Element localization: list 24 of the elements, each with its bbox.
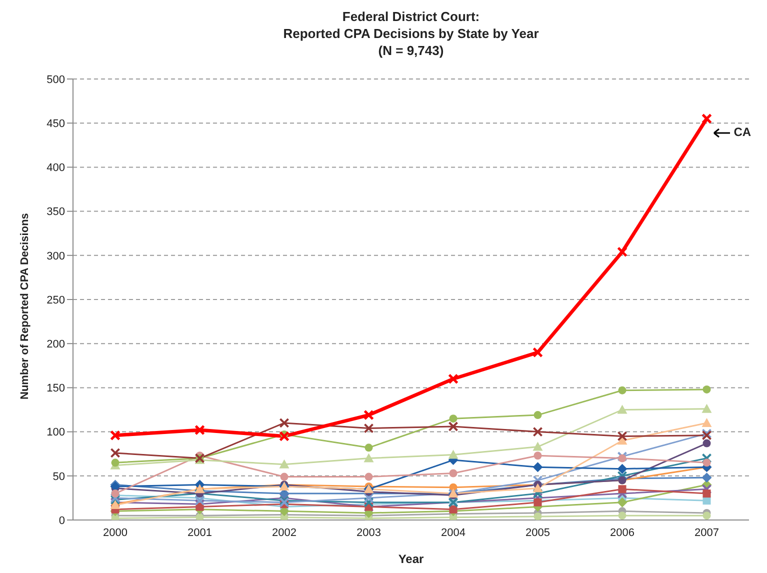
x-tick-label: 2007	[694, 526, 719, 539]
x-tick-label: 2000	[103, 526, 128, 539]
y-tick-label: 350	[46, 206, 65, 218]
y-tick-label: 100	[46, 426, 65, 439]
y-axis-title: Number of Reported CPA Decisions	[18, 213, 31, 400]
y-tick-label: 450	[46, 118, 65, 130]
chart-subtitle: (N = 9,743)	[377, 42, 445, 59]
x-tick-label: 2002	[272, 526, 296, 539]
annotation: CA	[734, 124, 752, 139]
y-tick-label: 200	[46, 338, 65, 351]
x-axis-title: Year	[398, 552, 424, 566]
x-tick-label: 2005	[526, 526, 550, 539]
y-tick-label: 400	[46, 162, 65, 174]
x-tick-label: 2004	[441, 526, 466, 539]
x-tick-label: 2003	[356, 526, 381, 539]
y-tick-label: 0	[58, 514, 65, 527]
y-tick-label: 250	[46, 294, 65, 306]
chart-title: Federal District Court: Reported CPA Decisions by State by Year	[282, 8, 540, 42]
y-tick-label: 300	[46, 250, 65, 262]
x-tick-label: 2001	[188, 526, 212, 539]
x-tick-label: 2006	[610, 526, 634, 539]
y-tick-label: 50	[52, 470, 65, 483]
y-tick-label: 150	[46, 382, 65, 395]
y-tick-label: 500	[46, 74, 65, 86]
